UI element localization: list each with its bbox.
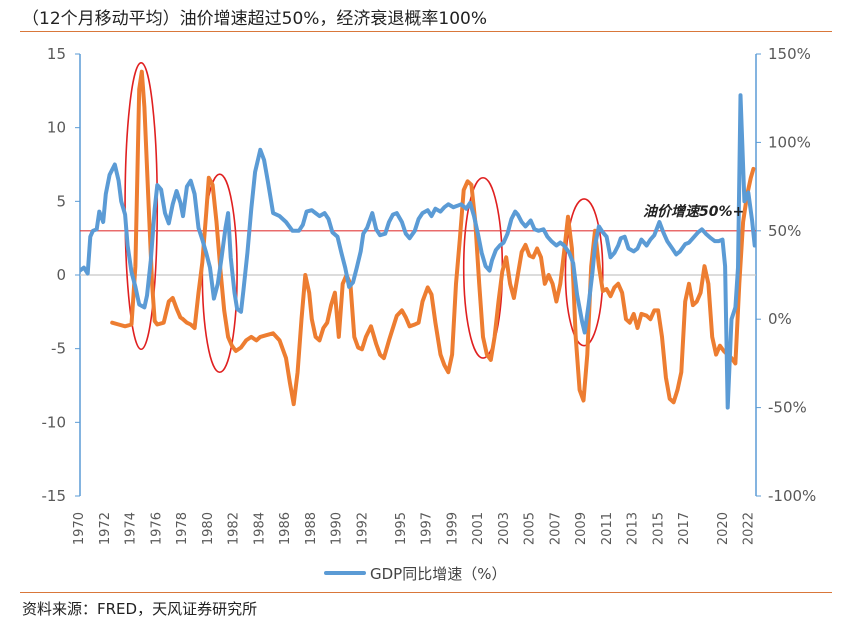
right-tick-label: -100%	[768, 487, 816, 505]
x-tick-label: 2005	[523, 512, 538, 545]
x-tick-label: 1995	[394, 512, 409, 545]
x-tick-label: 2003	[497, 512, 512, 545]
x-tick-label: 1999	[445, 512, 460, 545]
left-tick-label: 0	[56, 266, 66, 284]
source-note: 资料来源：FRED，天风证券研究所	[22, 600, 258, 618]
x-tick-label: 1988	[304, 512, 319, 545]
x-tick-label: 2013	[626, 512, 641, 545]
title-divider	[20, 31, 832, 32]
x-tick-label: 1976	[149, 512, 164, 545]
left-tick-label: -5	[51, 340, 66, 358]
threshold-label-marker: +	[733, 204, 745, 220]
x-tick-label: 1992	[355, 512, 370, 545]
x-tick-label: 1970	[72, 512, 87, 545]
right-tick-label: 150%	[768, 45, 811, 63]
right-tick-label: -50%	[768, 399, 807, 417]
right-tick-label: 100%	[768, 133, 811, 151]
oil-price-growth-line	[110, 69, 756, 407]
left-tick-label: -15	[42, 487, 67, 505]
legend: GDP同比增速（%）	[324, 565, 506, 583]
left-tick-label: 10	[47, 119, 66, 137]
x-tick-label: 1986	[278, 512, 293, 545]
left-tick-label: 15	[47, 45, 66, 63]
x-tick-label: 2011	[600, 512, 615, 545]
left-tick-label: 5	[56, 192, 66, 210]
highlight-ellipse	[564, 198, 604, 347]
x-tick-label: 2009	[574, 512, 589, 545]
x-tick-label: 1990	[330, 512, 345, 545]
highlight-ellipse	[124, 62, 159, 351]
gdp-growth-line	[80, 93, 756, 410]
x-tick-label: 1997	[420, 512, 435, 545]
x-tick-label: 2015	[651, 512, 666, 545]
right-tick-label: 50%	[768, 222, 801, 240]
legend-label-gdp: GDP同比增速（%）	[370, 565, 506, 583]
x-tick-label: 1982	[227, 512, 242, 545]
x-tick-label: 1974	[124, 512, 139, 545]
x-tick-label: 1980	[201, 512, 216, 545]
chart: 15 10 5 0 -5 -10 -15 150% 100% 50% 0% -50% -100% 1970…	[42, 45, 817, 583]
left-tick-label: -10	[42, 413, 67, 431]
threshold-label: 油价增速50%	[643, 203, 733, 220]
axes-layer: 15 10 5 0 -5 -10 -15 150% 100% 50% 0% -50% -100% 1970…	[42, 45, 817, 545]
series-layer	[80, 69, 756, 410]
x-tick-label: 1984	[252, 512, 267, 545]
footer-divider	[20, 592, 832, 593]
chart-title: （12个月移动平均）油价增速超过50%，经济衰退概率100%	[22, 9, 488, 29]
x-tick-label: 2022	[742, 512, 757, 545]
x-tick-label: 1972	[98, 512, 113, 545]
x-tick-label: 2017	[677, 512, 692, 545]
x-tick-label: 2007	[548, 512, 563, 545]
x-tick-label: 2020	[716, 512, 731, 545]
right-tick-label: 0%	[768, 310, 792, 328]
x-tick-label: 2001	[471, 512, 486, 545]
x-tick-label: 1978	[175, 512, 190, 545]
